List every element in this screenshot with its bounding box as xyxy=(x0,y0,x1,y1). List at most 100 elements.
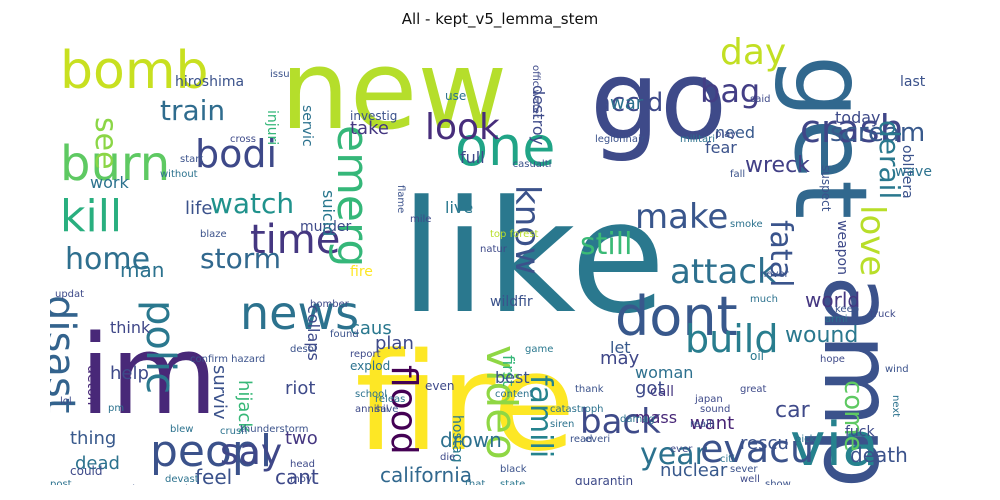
word-38: day xyxy=(720,35,786,71)
word-155: truck xyxy=(870,310,896,320)
chart-title: All - kept_v5_lemma_stem xyxy=(0,10,1000,28)
word-80: woman xyxy=(635,365,693,381)
word-111: fuck xyxy=(845,425,875,439)
word-125: head xyxy=(290,460,315,470)
word-102: wave xyxy=(895,165,932,179)
word-146: mile xyxy=(410,215,431,225)
word-40: train xyxy=(160,97,225,125)
word-180: top forest xyxy=(490,230,538,240)
word-122: could xyxy=(70,465,103,477)
word-173: offic water xyxy=(530,65,540,118)
word-162: desol xyxy=(290,345,317,355)
word-169: releas xyxy=(375,395,405,405)
word-109: even xyxy=(425,380,454,392)
word-107: confirm hazard xyxy=(190,355,265,365)
word-69: man xyxy=(120,260,164,280)
word-172: use xyxy=(445,90,466,102)
word-29: make xyxy=(635,200,728,234)
word-136: that xyxy=(465,480,485,485)
word-119: oil xyxy=(750,350,764,362)
word-151: smoke xyxy=(730,220,763,230)
word-70: think xyxy=(110,320,150,336)
word-182: pm xyxy=(108,404,124,414)
word-43: love xyxy=(855,205,889,276)
word-21: kill xyxy=(60,195,122,239)
word-112: armi xyxy=(825,315,848,325)
word-20: look xyxy=(425,110,500,146)
word-64: riot xyxy=(285,380,315,398)
word-76: best xyxy=(495,370,530,386)
word-131: well xyxy=(740,475,760,485)
word-161: annihil xyxy=(355,405,388,415)
word-163: blew xyxy=(170,425,193,435)
word-98: suicid xyxy=(320,190,336,236)
word-92: work xyxy=(90,175,129,191)
word-129: black xyxy=(500,465,527,475)
word-103: weapon xyxy=(835,220,849,275)
word-57: rescu xyxy=(740,435,789,453)
word-83: war xyxy=(610,95,643,113)
word-108: report xyxy=(350,350,381,360)
word-171: found xyxy=(330,330,359,340)
word-41: see xyxy=(90,117,120,170)
word-128: state xyxy=(500,480,525,485)
word-51: come xyxy=(840,380,866,452)
word-120: wind xyxy=(885,365,909,375)
word-124: post xyxy=(50,480,72,485)
word-177: fall xyxy=(730,170,745,180)
word-cloud: like fire new go im get amp via bomb burn one crash… xyxy=(50,35,950,485)
word-160: catastroph xyxy=(550,405,604,415)
word-138: blaze xyxy=(200,230,227,240)
word-144: sever xyxy=(730,465,758,475)
word-154: much xyxy=(750,295,778,305)
word-116: damag xyxy=(620,415,655,425)
word-153: never xyxy=(760,270,789,280)
word-152: sound xyxy=(700,405,730,415)
word-52: death xyxy=(850,445,908,465)
word-68: thing xyxy=(70,430,116,448)
word-134: movi xyxy=(290,475,315,485)
word-117: keep xyxy=(835,305,859,315)
word-176: play xyxy=(715,130,736,140)
word-100: deton xyxy=(85,365,99,405)
word-106: explod xyxy=(350,360,390,372)
word-23: watch xyxy=(210,190,294,218)
word-156: realli xyxy=(690,420,715,430)
word-89: full xyxy=(460,150,485,166)
word-170: said xyxy=(750,95,770,105)
word-181: casualti xyxy=(513,160,552,170)
word-87: last xyxy=(900,75,925,89)
word-121: next xyxy=(890,395,900,417)
word-99: investig xyxy=(350,110,397,122)
word-145: pick xyxy=(795,435,815,445)
word-86: today xyxy=(835,110,881,126)
word-137: lol xyxy=(60,397,72,407)
word-140: updat xyxy=(55,290,84,300)
word-96: servic xyxy=(300,105,314,147)
word-32: build xyxy=(685,320,778,358)
word-24: storm xyxy=(200,245,281,273)
word-56: car xyxy=(775,400,810,422)
word-159: thank xyxy=(575,385,604,395)
word-113: show xyxy=(765,480,791,485)
word-158: ever xyxy=(670,445,692,455)
word-61: feel xyxy=(195,467,232,485)
word-164: bomber xyxy=(310,300,349,310)
word-81: wildfir xyxy=(490,295,533,309)
word-78: got xyxy=(635,380,665,398)
word-50: wound xyxy=(785,325,858,347)
word-166: without xyxy=(160,170,198,180)
word-67: help xyxy=(110,365,149,383)
word-165: start xyxy=(180,155,203,165)
word-66: surviv xyxy=(210,365,228,420)
word-54: nuclear xyxy=(660,462,727,480)
word-174: legionnair xyxy=(595,135,645,145)
word-168: issu xyxy=(270,70,290,80)
word-167: cross xyxy=(230,135,256,145)
word-104: suspect xyxy=(820,165,832,211)
word-133: devast xyxy=(165,475,199,485)
word-147: flame xyxy=(395,185,405,213)
word-90: live xyxy=(445,200,473,216)
word-118: hope xyxy=(820,355,845,365)
word-149: natur xyxy=(480,245,507,255)
